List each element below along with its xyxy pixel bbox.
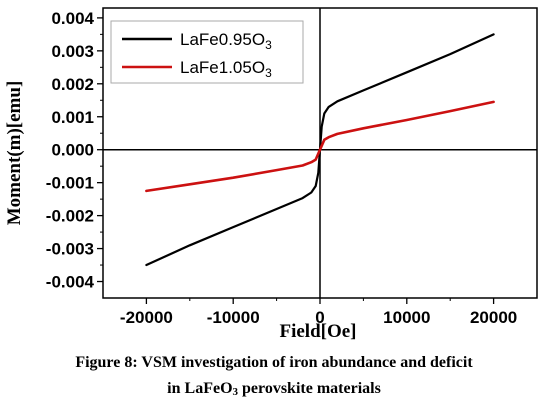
y-tick-label: 0.003	[51, 42, 94, 61]
legend-label-sub: 3	[265, 38, 272, 52]
y-tick-label: -0.002	[46, 207, 94, 226]
x-axis-title: Field[Oe]	[279, 321, 356, 342]
y-axis-title: Moment(m)[emu]	[4, 81, 25, 226]
y-tick-label: -0.003	[46, 240, 94, 259]
y-tick-label: 0.000	[51, 141, 94, 160]
legend-label-lafe095o3: LaFe0.95O3	[180, 30, 272, 52]
y-tick-label: -0.001	[46, 174, 94, 193]
caption-line-2-end: perovskite materials	[238, 380, 381, 397]
y-tick-label: 0.001	[51, 108, 94, 127]
figure-caption: Figure 8: VSM investigation of iron abun…	[0, 350, 548, 405]
x-tick-label: -20000	[120, 308, 173, 327]
legend-label-sub: 3	[265, 66, 272, 80]
series-layer	[145, 33, 495, 267]
x-tick-label: -10000	[207, 308, 260, 327]
legend-label-lafe105o3: LaFe1.05O3	[180, 58, 272, 80]
y-tick-label: -0.004	[46, 273, 95, 292]
ticks-layer: -20000 -10000 0 10000 20000 -0.004 -0.003 -0.00…	[46, 9, 517, 327]
legend: LaFe0.95O3 LaFe1.05O3	[110, 20, 304, 84]
caption-line-2-start: in LaFeO	[167, 380, 233, 397]
series-line-lafe105o3	[145, 100, 495, 193]
legend-box	[110, 20, 304, 84]
x-tick-label: 20000	[470, 308, 517, 327]
legend-label-main: LaFe1.05O	[180, 58, 265, 77]
x-tick-label: 10000	[383, 308, 430, 327]
caption-line-1: Figure 8: VSM investigation of iron abun…	[75, 354, 473, 371]
caption-line-2: in LaFeO3 perovskite materials	[0, 376, 548, 405]
y-tick-label: 0.004	[51, 9, 94, 28]
legend-label-main: LaFe0.95O	[180, 30, 265, 49]
y-tick-label: 0.002	[51, 75, 94, 94]
x-tick-label: 0	[315, 308, 324, 327]
caption-subscript: 3	[232, 386, 239, 398]
vsm-chart: -20000 -10000 0 10000 20000 -0.004 -0.003 -0.00…	[4, 7, 538, 342]
